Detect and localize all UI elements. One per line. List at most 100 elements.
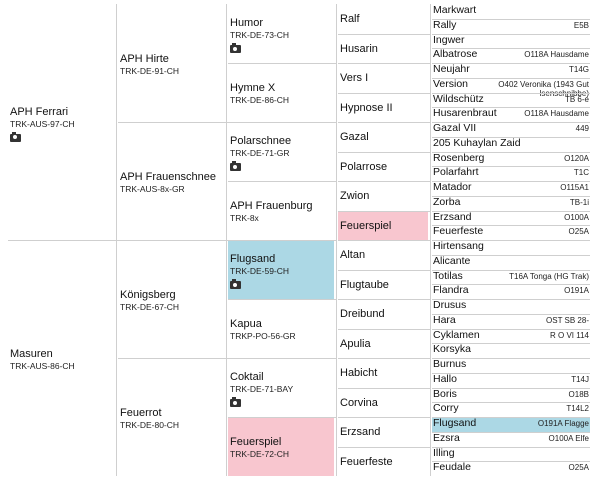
horse-name[interactable]: Feuerfeste: [433, 225, 484, 238]
horse-name[interactable]: Erzsand: [340, 426, 381, 439]
horse-cell[interactable]: Erzsand: [338, 418, 428, 447]
horse-name[interactable]: Flugsand: [230, 253, 276, 265]
horse-cell[interactable]: Korsyka: [432, 343, 590, 358]
horse-cell[interactable]: Burnus: [432, 358, 590, 373]
horse-cell[interactable]: Flugsand O191A Flagge: [432, 417, 590, 432]
horse-cell[interactable]: Masuren TRK-AUS-86-CH: [8, 241, 116, 476]
horse-name[interactable]: Hypnose II: [340, 101, 393, 114]
horse-name[interactable]: Feudale: [433, 461, 471, 474]
horse-name[interactable]: Altan: [340, 249, 366, 262]
horse-name[interactable]: Zwion: [340, 190, 370, 203]
horse-cell[interactable]: Kapua TRKP-PO-56-GR: [228, 300, 334, 358]
horse-cell[interactable]: Feuerspiel: [338, 211, 428, 240]
horse-cell[interactable]: APH Frauenschnee TRK-AUS-8x-GR: [118, 123, 226, 240]
horse-cell[interactable]: Husarin: [338, 35, 428, 64]
horse-cell[interactable]: Feuerrot TRK-DE-80-CH: [118, 359, 226, 476]
horse-cell[interactable]: Flandra O191A: [432, 284, 590, 299]
horse-cell[interactable]: Erzsand O100A: [432, 211, 590, 226]
horse-cell[interactable]: Ralf: [338, 5, 428, 34]
horse-name[interactable]: Alicante: [433, 254, 471, 267]
horse-cell[interactable]: Wildschütz TB 6-e: [432, 93, 590, 108]
horse-name[interactable]: Coktail: [230, 371, 264, 383]
horse-name[interactable]: Corvina: [340, 396, 378, 409]
horse-name[interactable]: Hallo: [433, 372, 457, 385]
horse-cell[interactable]: Rally E5B: [432, 19, 590, 34]
horse-name[interactable]: Ezsra: [433, 431, 460, 444]
horse-cell[interactable]: Hallo T14J: [432, 373, 590, 388]
horse-cell[interactable]: Corry T14L2: [432, 402, 590, 417]
horse-name[interactable]: Polarrose: [340, 160, 388, 173]
horse-name[interactable]: Gazal VII: [433, 122, 477, 134]
horse-cell[interactable]: Totilas T16A Tonga (HG Trak): [432, 270, 590, 285]
horse-name[interactable]: Zorba: [433, 195, 461, 208]
horse-name[interactable]: Version: [433, 77, 469, 90]
horse-name[interactable]: Burnus: [433, 358, 467, 370]
horse-cell[interactable]: Hara OST SB 28-: [432, 314, 590, 329]
camera-icon[interactable]: [230, 161, 241, 171]
horse-name[interactable]: Kapua: [230, 318, 262, 330]
horse-name[interactable]: Polarschnee: [230, 135, 292, 147]
horse-cell[interactable]: Apulia: [338, 330, 428, 359]
horse-cell[interactable]: APH Ferrari TRK-AUS-97-CH: [8, 5, 116, 240]
horse-name[interactable]: Rosenberg: [433, 151, 485, 164]
horse-cell[interactable]: Polarrose: [338, 153, 428, 182]
horse-name[interactable]: 205 Kuhaylan Zaid: [433, 136, 521, 149]
horse-cell[interactable]: Hirtensang: [432, 240, 590, 255]
horse-name[interactable]: APH Frauenschnee: [120, 170, 216, 183]
horse-name[interactable]: Habicht: [340, 367, 378, 380]
horse-cell[interactable]: Alicante: [432, 255, 590, 270]
horse-name[interactable]: Hirtensang: [433, 240, 484, 252]
horse-cell[interactable]: Albatrose O118A Hausdame: [432, 48, 590, 63]
horse-cell[interactable]: Königsberg TRK-DE-67-CH: [118, 241, 226, 358]
horse-cell[interactable]: Humor TRK-DE-73-CH: [228, 5, 334, 63]
horse-cell[interactable]: Drusus: [432, 299, 590, 314]
horse-name[interactable]: Markwart: [433, 4, 477, 16]
horse-name[interactable]: Apulia: [340, 337, 371, 350]
horse-cell[interactable]: Feuerfeste O25A: [432, 225, 590, 240]
horse-cell[interactable]: Polarschnee TRK-DE-71-GR: [228, 123, 334, 181]
horse-name[interactable]: Ralf: [340, 13, 360, 26]
horse-cell[interactable]: Neujahr T14G: [432, 63, 590, 78]
camera-icon[interactable]: [230, 279, 241, 289]
horse-name[interactable]: APH Frauenburg: [230, 200, 313, 212]
horse-name[interactable]: Flandra: [433, 284, 469, 297]
camera-icon[interactable]: [10, 131, 21, 142]
horse-name[interactable]: Flugtaube: [340, 278, 389, 291]
horse-name[interactable]: Hara: [433, 313, 456, 326]
horse-cell[interactable]: Markwart: [432, 4, 590, 19]
horse-name[interactable]: Totilas: [433, 269, 463, 282]
horse-cell[interactable]: APH Hirte TRK-DE-91-CH: [118, 5, 226, 122]
horse-cell[interactable]: Polarfahrt T1C: [432, 166, 590, 181]
horse-name[interactable]: Rally: [433, 18, 457, 31]
horse-name[interactable]: Feuerspiel: [340, 219, 392, 232]
horse-name[interactable]: Korsyka: [433, 343, 471, 356]
horse-cell[interactable]: Vers I: [338, 64, 428, 93]
horse-name[interactable]: Neujahr: [433, 63, 470, 75]
horse-name[interactable]: Husarin: [340, 42, 378, 55]
horse-cell[interactable]: Flugsand TRK-DE-59-CH: [228, 241, 334, 299]
horse-cell[interactable]: Corvina: [338, 389, 428, 418]
horse-cell[interactable]: Habicht: [338, 359, 428, 388]
horse-name[interactable]: Boris: [433, 387, 457, 400]
horse-cell[interactable]: Rosenberg O120A: [432, 152, 590, 167]
horse-cell[interactable]: 205 Kuhaylan Zaid: [432, 137, 590, 152]
horse-name[interactable]: Königsberg: [120, 288, 176, 301]
horse-cell[interactable]: Zorba TB-1i: [432, 196, 590, 211]
camera-icon[interactable]: [230, 43, 241, 53]
horse-cell[interactable]: Feuerfeste: [338, 448, 428, 477]
horse-cell[interactable]: Zwion: [338, 182, 428, 211]
horse-name[interactable]: Corry: [433, 402, 459, 415]
horse-name[interactable]: Gazal: [340, 131, 369, 144]
horse-cell[interactable]: Altan: [338, 241, 428, 270]
horse-cell[interactable]: Feuerspiel TRK-DE-72-CH: [228, 418, 334, 476]
horse-cell[interactable]: Ezsra O100A Elfe: [432, 432, 590, 447]
horse-name[interactable]: APH Ferrari: [10, 105, 69, 118]
horse-cell[interactable]: Matador O115A1: [432, 181, 590, 196]
horse-cell[interactable]: Flugtaube: [338, 271, 428, 300]
horse-name[interactable]: Drusus: [433, 299, 467, 311]
horse-cell[interactable]: Boris O18B: [432, 388, 590, 403]
horse-cell[interactable]: Gazal: [338, 123, 428, 152]
horse-name[interactable]: Ingwer: [433, 33, 465, 46]
horse-name[interactable]: Feuerrot: [120, 406, 162, 419]
